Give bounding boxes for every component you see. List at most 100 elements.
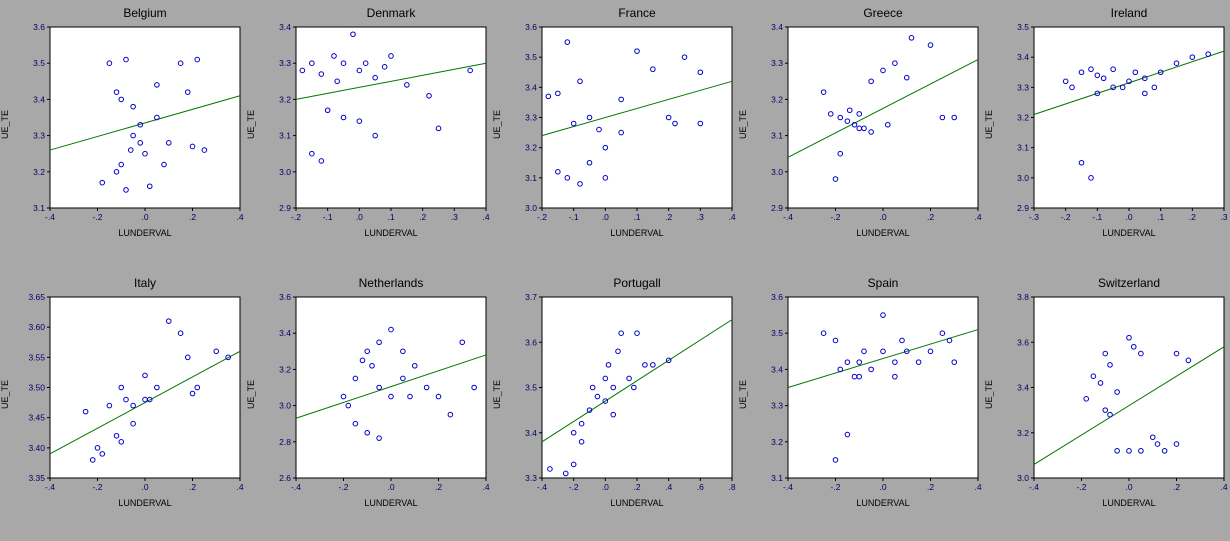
- subplot-france: France UE_TE -.2 -.1 .0 .1 .2 .3 .4 3.0 3.1 3.2 3.…: [492, 0, 738, 270]
- y-tick-label: 3.2: [771, 437, 783, 447]
- x-tick-label: -.3: [1029, 212, 1039, 222]
- y-tick-label: 2.9: [1017, 203, 1029, 213]
- plot-area: [49, 26, 241, 209]
- x-tick-label: .4: [482, 212, 489, 222]
- scatter-point: [345, 402, 352, 409]
- scatter-point: [631, 384, 637, 391]
- subplot-netherlands: Netherlands UE_TE -.4 -.2 .0 .2 .4 2.6 2.8 3.0 3…: [246, 270, 492, 540]
- y-tick-label: 3.0: [279, 401, 291, 411]
- scatter-point: [697, 69, 704, 76]
- subplot-greece: Greece UE_TE -.4 -.2 .0 .2 .4 2.9 3.0 3.1 3.2 3.3…: [738, 0, 984, 270]
- scatter-point: [927, 42, 934, 48]
- scatter-point: [892, 359, 898, 365]
- scatter-point: [1205, 51, 1211, 57]
- scatter-point: [1173, 441, 1180, 447]
- scatter-point: [951, 114, 958, 121]
- scatter-point: [1173, 60, 1180, 67]
- scatter-point: [903, 74, 910, 81]
- scatter-point: [130, 420, 136, 427]
- scatter-point: [118, 161, 125, 168]
- x-tick-label: .3: [1220, 212, 1227, 222]
- scatter-point: [426, 92, 432, 99]
- y-axis-label: UE_TE: [246, 379, 256, 409]
- scatter-point: [137, 121, 144, 128]
- scatter-point: [113, 169, 120, 175]
- scatter-point: [832, 457, 839, 463]
- scatter-point: [161, 161, 167, 168]
- subplot-belgium: Belgium UE_TE -.4 -.2 .0 .2 .4 3.1 3.2 3.3 3.4 3.…: [0, 0, 246, 270]
- scatter-point: [1102, 350, 1109, 357]
- y-axis-label: UE_TE: [492, 379, 502, 409]
- scatter-point: [404, 82, 410, 88]
- y-tick-label: 3.40: [28, 443, 45, 453]
- scatter-point: [844, 431, 851, 438]
- y-axis-label: UE_TE: [246, 109, 256, 139]
- scatter-point: [555, 90, 561, 97]
- scatter-point: [376, 435, 382, 441]
- x-tick-label: .2: [633, 482, 640, 492]
- x-tick-label: .1: [387, 212, 394, 222]
- scatter-point: [113, 89, 120, 95]
- chart-title: Greece: [863, 6, 903, 20]
- chart-title: Portugall: [613, 276, 661, 290]
- x-tick-label: .4: [1220, 482, 1227, 492]
- scatter-point: [407, 393, 413, 400]
- scatter-point: [118, 439, 125, 445]
- scatter-point: [915, 359, 922, 365]
- x-tick-label: .2: [189, 482, 196, 492]
- scatter-point: [388, 393, 394, 400]
- y-axis-label: UE_TE: [0, 379, 10, 409]
- scatter-point: [137, 140, 144, 146]
- scatter-point: [1173, 350, 1180, 357]
- scatter-point: [400, 375, 406, 382]
- x-tick-label: .0: [602, 482, 609, 492]
- scatter-point: [861, 348, 867, 355]
- scatter-point: [594, 393, 601, 400]
- scatter-point: [856, 359, 863, 365]
- y-axis-label: UE_TE: [984, 109, 994, 139]
- scatter-point: [697, 120, 704, 127]
- scatter-point: [832, 337, 839, 344]
- scatter-point: [861, 125, 867, 132]
- fit-line: [541, 80, 733, 137]
- subplot-switzerland: Switzerland UE_TE -.4 -.2 .0 .2 .4 3.0 3.2 3.4 3…: [984, 270, 1230, 540]
- x-axis-label: LUNDERVAL: [610, 228, 664, 238]
- x-tick-label: -.2: [291, 212, 301, 222]
- scatter-point: [309, 150, 315, 157]
- scatter-point: [213, 348, 220, 355]
- scatter-point: [1102, 407, 1109, 413]
- scatter-point: [99, 451, 106, 457]
- y-tick-label: 3.5: [525, 52, 537, 62]
- scatter-point: [352, 420, 359, 427]
- scatter-point: [564, 175, 571, 181]
- scatter-point: [154, 82, 160, 88]
- plot-area: [49, 296, 241, 479]
- y-tick-label: 3.2: [771, 94, 783, 104]
- scatter-plot: -.4 -.2 .0 .2 .4 3.0 3.2 3.4 3.6 3.8: [1017, 292, 1228, 492]
- x-tick-label: .1: [1157, 212, 1164, 222]
- chart-title: Spain: [867, 276, 899, 290]
- plot-area: [1033, 26, 1225, 209]
- x-axis-label: LUNDERVAL: [364, 498, 418, 508]
- y-tick-label: 3.1: [525, 173, 537, 183]
- scatter-point: [177, 60, 184, 67]
- x-tick-label: .2: [1189, 212, 1196, 222]
- scatter-point: [82, 408, 89, 415]
- x-tick-label: .1: [633, 212, 640, 222]
- scatter-point: [123, 187, 129, 193]
- y-tick-label: 3.3: [525, 473, 537, 483]
- y-tick-label: 3.45: [28, 413, 45, 423]
- scatter-point: [837, 114, 844, 121]
- scatter-point: [1062, 78, 1069, 85]
- x-tick-label: -.2: [93, 212, 103, 222]
- x-tick-label: -.2: [1077, 482, 1087, 492]
- scatter-point: [951, 359, 958, 365]
- x-axis-label: LUNDERVAL: [364, 228, 418, 238]
- y-tick-label: 3.65: [28, 292, 45, 302]
- y-tick-label: 3.2: [1017, 113, 1029, 123]
- y-tick-label: 2.9: [771, 203, 783, 213]
- scatter-point: [610, 384, 617, 391]
- x-tick-label: -.2: [831, 212, 841, 222]
- fit-line: [1033, 346, 1225, 465]
- scatter-point: [564, 39, 571, 45]
